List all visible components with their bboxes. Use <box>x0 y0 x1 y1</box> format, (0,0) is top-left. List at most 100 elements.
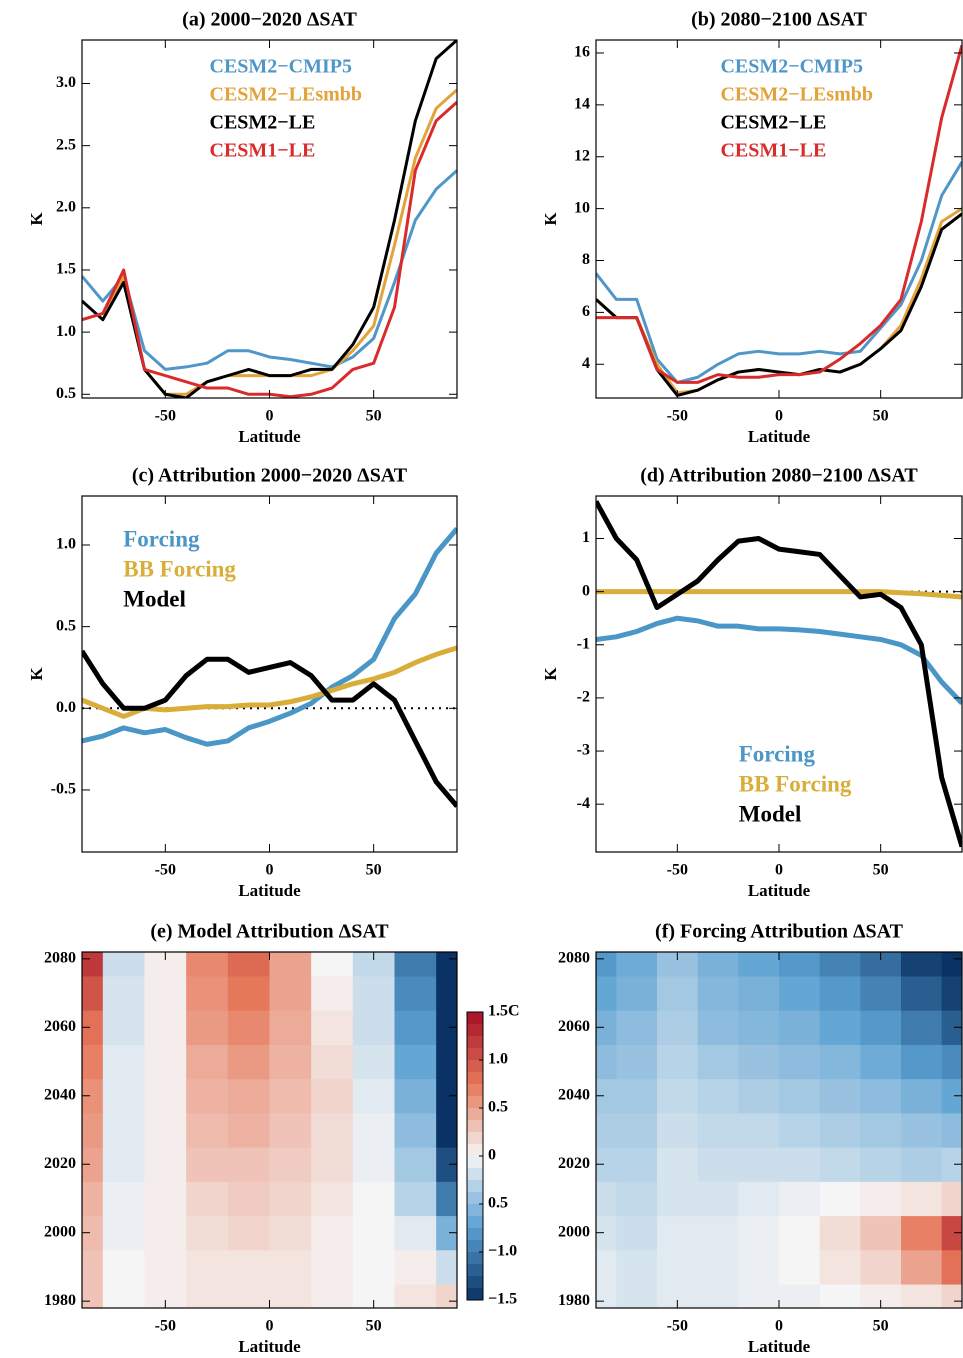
heatmap-cell <box>352 1249 395 1285</box>
heatmap-cell <box>657 1112 699 1148</box>
heatmap-cell <box>941 1284 962 1308</box>
heatmap-cell <box>697 1215 739 1251</box>
legend-entry: CESM1−LE <box>210 140 316 162</box>
panel-title: (b) 2080−2100 ΔSAT <box>691 9 867 31</box>
panel-title: (e) Model Attribution ΔSAT <box>150 921 389 943</box>
colorbar-segment <box>467 1108 483 1121</box>
colorbar-segment <box>467 1264 483 1277</box>
heatmap-cell <box>860 1147 902 1182</box>
heatmap-cell <box>227 1181 270 1217</box>
heatmap-cell <box>352 1112 395 1148</box>
heatmap-cell <box>901 975 943 1011</box>
y-axis-label: K <box>541 212 560 226</box>
heatmap-cell <box>186 1249 229 1285</box>
series-line <box>596 44 962 384</box>
heatmap-cell <box>779 1010 821 1045</box>
heatmap-cell <box>227 1010 270 1045</box>
heatmap-cell <box>819 975 861 1011</box>
heatmap-cell <box>616 1215 658 1251</box>
heatmap-cell <box>82 1147 104 1182</box>
heatmap-cell <box>227 1112 270 1148</box>
heatmap-cell <box>436 952 457 977</box>
y-tick-label: 1 <box>582 529 590 546</box>
y-tick-label: 1980 <box>558 1292 590 1309</box>
heatmap-cell <box>144 1010 187 1045</box>
heatmap-cell <box>227 1044 270 1080</box>
heatmap-cell <box>227 1284 270 1308</box>
heatmap-cell <box>596 1249 617 1285</box>
heatmap-cell <box>269 1181 312 1217</box>
heatmap-cell <box>941 1044 962 1080</box>
x-tick-label: 50 <box>366 1318 382 1335</box>
heatmap-cell <box>352 1044 395 1080</box>
heatmap-cell <box>227 1215 270 1251</box>
panel: (d) Attribution 2080−2100 ΔSAT Latitude K F… <box>541 465 963 900</box>
heatmap-cell <box>657 1215 699 1251</box>
heatmap-cell <box>901 1078 943 1114</box>
x-tick-label: 0 <box>266 408 274 425</box>
heatmap-cell <box>82 1249 104 1285</box>
heatmap-cell <box>941 1215 962 1251</box>
heatmap-cell <box>697 952 739 977</box>
heatmap-cell <box>436 1147 457 1182</box>
heatmap-cell <box>311 1044 354 1080</box>
heatmap-cell <box>596 1284 617 1308</box>
heatmap-cell <box>860 1078 902 1114</box>
colorbar-segment <box>467 1240 483 1253</box>
heatmap-cell <box>186 975 229 1011</box>
panel: (e) Model Attribution ΔSAT Latitude 1.5C 1.… <box>44 921 520 1356</box>
heatmap-cell <box>738 1010 780 1045</box>
y-tick-label: 2020 <box>44 1155 76 1172</box>
heatmap-cell <box>269 1147 312 1182</box>
heatmap-cell <box>657 1181 699 1217</box>
heatmap-cell <box>901 1112 943 1148</box>
heatmap-cell <box>82 975 104 1011</box>
plot-area <box>82 527 457 808</box>
heatmap-cell <box>860 1010 902 1045</box>
heatmap-cell <box>102 1010 145 1045</box>
heatmap-cell <box>697 975 739 1011</box>
y-tick-label: 0.0 <box>56 699 76 716</box>
heatmap-cell <box>269 1112 312 1148</box>
heatmap-cell <box>697 1147 739 1182</box>
y-tick-label: 10 <box>574 199 590 216</box>
heatmap-cell <box>82 1215 104 1251</box>
heatmap-cell <box>394 1112 437 1148</box>
y-tick-label: 2060 <box>44 1018 76 1035</box>
heatmap-cell <box>596 1078 617 1114</box>
heatmap-cell <box>657 1010 699 1045</box>
heatmap-cell <box>352 1181 395 1217</box>
heatmap-cell <box>901 952 943 977</box>
heatmap-cell <box>779 952 821 977</box>
heatmap-cell <box>596 1044 617 1080</box>
heatmap-cell <box>616 1078 658 1114</box>
colorbar-segment <box>467 1180 483 1193</box>
heatmap-cell <box>616 952 658 977</box>
heatmap-cell <box>144 1112 187 1148</box>
heatmap-cell <box>102 1215 145 1251</box>
heatmap-cell <box>352 1078 395 1114</box>
heatmap-cell <box>102 952 145 977</box>
heatmap-cell <box>394 1147 437 1182</box>
heatmap-cell <box>941 1112 962 1148</box>
x-tick-label: 0 <box>266 862 274 879</box>
heatmap-cell <box>186 1112 229 1148</box>
plot-area <box>82 952 457 1308</box>
heatmap-cell <box>311 1215 354 1251</box>
heatmap-cell <box>269 952 312 977</box>
heatmap-cell <box>596 1010 617 1045</box>
legend-entry: BB Forcing <box>123 556 236 581</box>
heatmap-cell <box>596 1147 617 1182</box>
legend-entry: Forcing <box>123 526 200 551</box>
heatmap-cell <box>394 1215 437 1251</box>
heatmap-cell <box>352 1284 395 1308</box>
y-tick-label: 2080 <box>44 950 76 967</box>
x-tick-label: 50 <box>873 1318 889 1335</box>
y-tick-label: -4 <box>577 795 590 812</box>
heatmap-cell <box>616 1284 658 1308</box>
heatmap-cell <box>144 1249 187 1285</box>
heatmap-cell <box>352 1215 395 1251</box>
heatmap-cell <box>311 1284 354 1308</box>
colorbar-tick-label: 1.0 <box>488 1051 508 1068</box>
panel-title: (c) Attribution 2000−2020 ΔSAT <box>132 465 408 487</box>
